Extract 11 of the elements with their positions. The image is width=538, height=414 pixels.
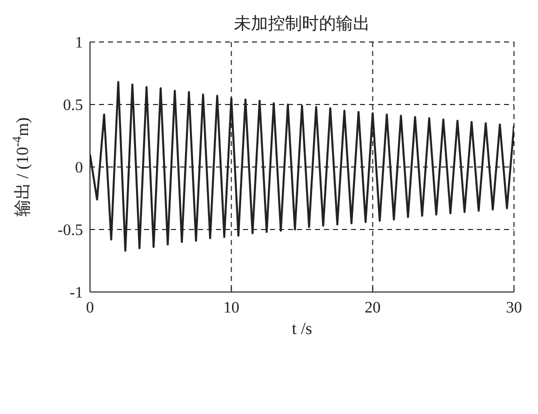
x-tick-label: 10 [223, 299, 240, 316]
y-tick-label: 0.5 [63, 97, 83, 114]
y-tick-label: 0 [75, 160, 83, 177]
y-tick-label: 1 [75, 34, 83, 52]
y-tick-label: -0.5 [58, 222, 83, 240]
x-tick-label: 30 [506, 299, 522, 316]
x-tick-label: 20 [364, 299, 381, 316]
chart-title: 未加控制时的输出 [233, 13, 371, 35]
y-tick-label: -1 [70, 284, 83, 302]
x-axis-title: t /s [292, 319, 312, 338]
x-tick-label: 0 [86, 299, 94, 316]
